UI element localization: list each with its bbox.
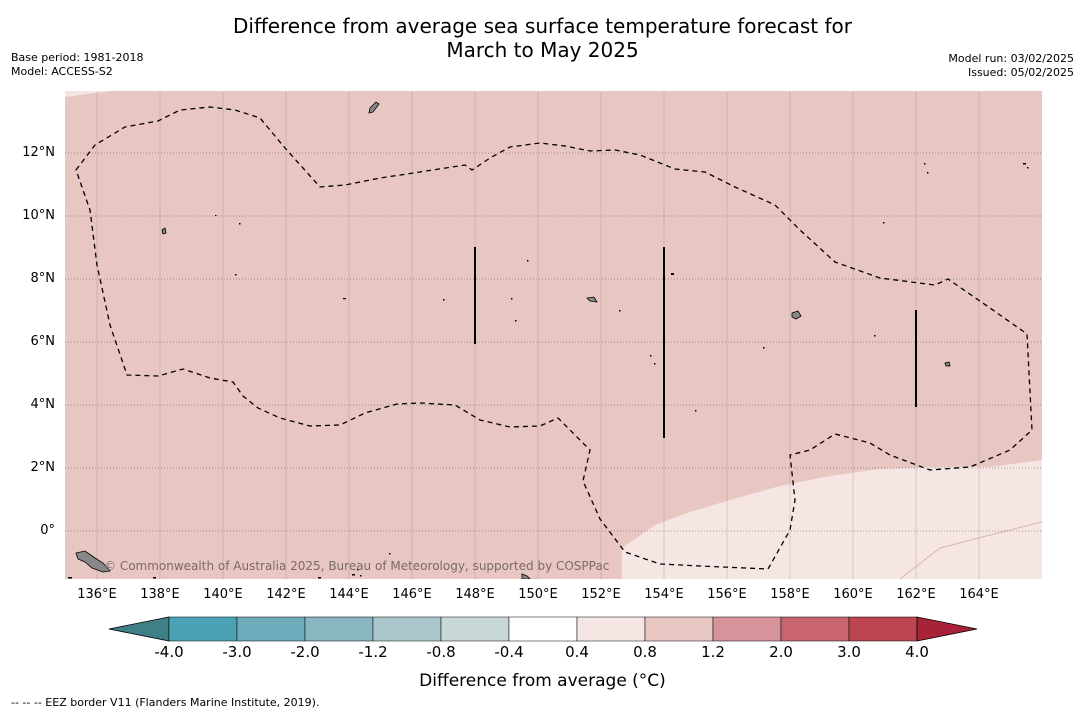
lat-label: 6°N <box>30 334 56 349</box>
island-guam <box>368 101 380 114</box>
island-chuuk <box>586 296 598 303</box>
lon-label: 150°E <box>518 587 558 602</box>
lon-label: 142°E <box>266 587 306 602</box>
colorbar-segment <box>644 616 714 642</box>
colorbar-segment <box>576 616 646 642</box>
eez-border <box>75 106 1033 570</box>
copyright-text: © Commonwealth of Australia 2025, Bureau… <box>104 559 610 573</box>
colorbar-extend-low <box>108 616 170 642</box>
islands <box>75 101 951 579</box>
colorbar-segment <box>508 616 578 642</box>
lat-label: 0° <box>40 523 55 538</box>
anomaly-contour <box>899 521 1042 579</box>
anomaly-field-0.4-0.8-corner <box>65 91 110 97</box>
model-run-text: Model run: 03/02/2025 <box>948 52 1074 65</box>
lon-label: 146°E <box>392 587 432 602</box>
lat-label: 2°N <box>30 460 56 475</box>
lon-label: 154°E <box>644 587 684 602</box>
lon-label: 140°E <box>203 587 243 602</box>
colorbar-segment <box>712 616 782 642</box>
map-title: Difference from average sea surface temp… <box>0 14 1085 62</box>
colorbar-tick-label: 1.2 <box>701 643 725 661</box>
colorbar-segment <box>236 616 306 642</box>
lon-label: 164°E <box>959 587 999 602</box>
base-period-text: Base period: 1981-2018 <box>11 51 144 64</box>
island-kosrae <box>944 361 951 367</box>
model-text: Model: ACCESS-S2 <box>11 65 113 78</box>
lon-label: 144°E <box>329 587 369 602</box>
lon-label: 156°E <box>707 587 747 602</box>
colorbar-tick-label: 0.4 <box>565 643 589 661</box>
colorbar-tick-label: -3.0 <box>222 643 252 661</box>
lat-label: 12°N <box>22 145 55 160</box>
model-info: Base period: 1981-2018 Model: ACCESS-S2 <box>11 51 143 79</box>
colorbar-extend-high <box>916 616 978 642</box>
parallel-grid <box>65 152 1042 532</box>
colorbar-tick-label: 2.0 <box>769 643 793 661</box>
lon-label: 152°E <box>581 587 621 602</box>
colorbar-segment <box>168 616 238 642</box>
colorbar-tick-label: 0.8 <box>633 643 657 661</box>
colorbar-tick-label: 4.0 <box>905 643 929 661</box>
lat-label: 4°N <box>30 397 56 412</box>
issued-text: Issued: 05/02/2025 <box>967 66 1074 79</box>
colorbar-tick-label: -0.8 <box>426 643 456 661</box>
lon-label: 136°E <box>77 587 117 602</box>
run-info: Model run: 03/02/2025 Issued: 05/02/2025 <box>948 52 1074 80</box>
lat-label: 10°N <box>22 208 55 223</box>
title-line-2: March to May 2025 <box>446 38 639 62</box>
title-line-1: Difference from average sea surface temp… <box>232 14 852 38</box>
island-yap <box>161 227 167 235</box>
forecast-markers <box>474 247 917 438</box>
lat-label: 8°N <box>30 271 56 286</box>
colorbar-segment <box>440 616 510 642</box>
island-new-ireland <box>521 573 531 579</box>
colorbar-segment <box>848 616 918 642</box>
colorbar-segment <box>372 616 442 642</box>
island-new-guinea-coast <box>75 550 111 573</box>
colorbar-title: Difference from average (°C) <box>419 671 666 691</box>
colorbar-segment <box>780 616 850 642</box>
lon-label: 162°E <box>896 587 936 602</box>
lon-label: 158°E <box>770 587 810 602</box>
island-pohnpei <box>791 310 802 320</box>
lon-label: 138°E <box>140 587 180 602</box>
colorbar-tick-label: -0.4 <box>494 643 524 661</box>
colorbar-tick-label: -2.0 <box>290 643 320 661</box>
colorbar-tick-label: -1.2 <box>358 643 388 661</box>
lon-label: 160°E <box>833 587 873 602</box>
colorbar-segment <box>304 616 374 642</box>
colorbar-tick-label: 3.0 <box>837 643 861 661</box>
eez-legend-footnote: -- -- -- EEZ border V11 (Flanders Marine… <box>11 696 320 709</box>
lon-label: 148°E <box>455 587 495 602</box>
colorbar-tick-label: -4.0 <box>154 643 184 661</box>
atolls <box>68 163 1029 579</box>
